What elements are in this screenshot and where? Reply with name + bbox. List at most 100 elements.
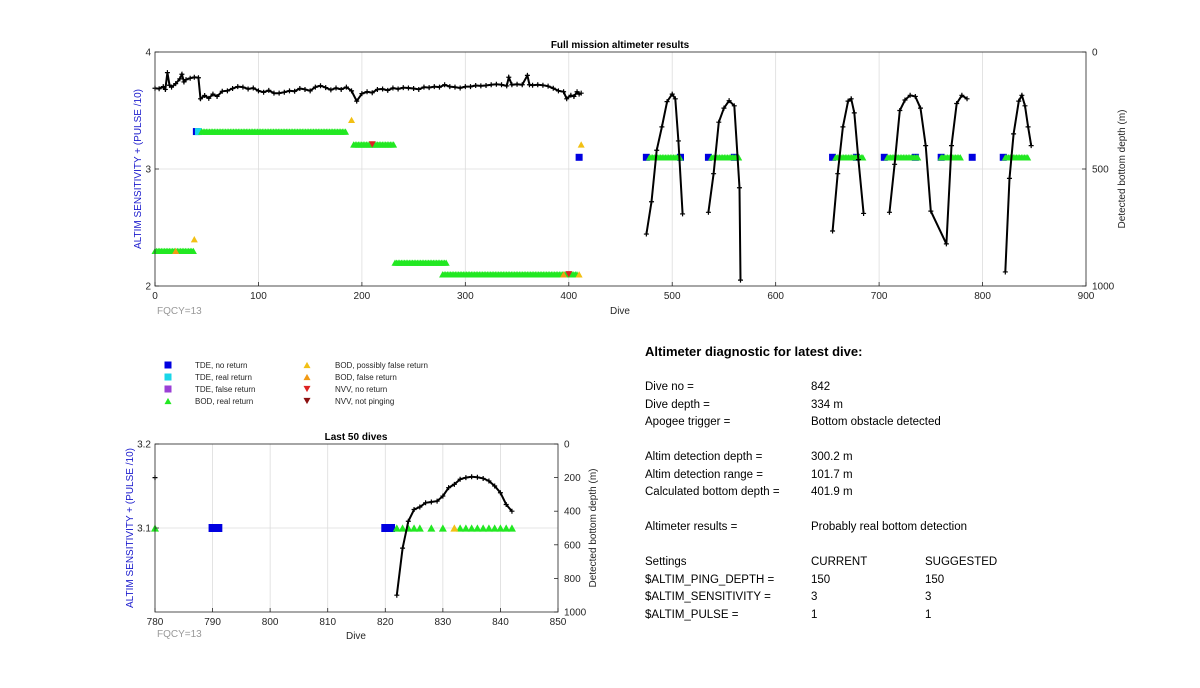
bottom-bottom-depth-line xyxy=(395,475,513,596)
altim-detection-depth-value: 300.2 m xyxy=(811,451,853,463)
top-bottom-depth-point xyxy=(364,89,370,95)
top-chart-xlabel: Dive xyxy=(610,306,630,317)
bottom-xtick-label: 820 xyxy=(377,617,394,628)
top-bod-possibly-false-return-marker xyxy=(190,236,198,243)
top-bottom-depth-point xyxy=(851,110,857,116)
legend-label: BOD, false return xyxy=(335,373,397,382)
top-bottom-depth-point xyxy=(907,92,913,98)
top-bottom-depth-point xyxy=(206,95,212,101)
spacer xyxy=(645,539,1165,557)
top-bottom-depth-point xyxy=(488,82,494,88)
top-bottom-depth-point xyxy=(892,161,898,167)
bottom-bod-real-return-marker xyxy=(479,524,488,532)
top-bottom-depth-point xyxy=(219,88,225,94)
sensitivity-row: $ALTIM_SENSITIVITY = 3 3 xyxy=(645,591,1165,609)
altim-detection-depth-row: Altim detection depth = 300.2 m xyxy=(645,451,1165,469)
top-bottom-depth-point xyxy=(535,82,541,88)
top-bottom-depth-point xyxy=(338,86,344,92)
top-chart-ylabel: ALTIM SENSITIVITY + (PULSE /10) xyxy=(133,89,144,249)
settings-label: Settings xyxy=(645,556,687,568)
top-bottom-depth-point xyxy=(224,88,230,94)
legend-label: TDE, false return xyxy=(195,385,255,394)
top-bottom-depth-point xyxy=(183,77,189,83)
bottom-bottom-depth-point xyxy=(428,499,434,505)
top-bottom-depth-point xyxy=(680,211,686,217)
top-bottom-depth-point xyxy=(509,82,515,88)
top-bottom-depth-line xyxy=(645,92,684,235)
legend-label: NVV, no return xyxy=(335,385,387,394)
bottom-bod-possibly-false-return-marker xyxy=(450,524,459,532)
top-bottom-depth-point xyxy=(307,88,313,94)
top-tde-no-return-marker xyxy=(575,153,583,161)
top-bottom-depth-point xyxy=(897,108,903,113)
top-bottom-depth-point xyxy=(737,277,743,283)
top-bottom-depth-point xyxy=(886,209,892,215)
ping-depth-current: 150 xyxy=(811,573,831,586)
top-bottom-depth-point xyxy=(643,231,649,237)
top-bottom-depth-point xyxy=(245,86,251,92)
ping-depth-label: $ALTIM_PING_DEPTH = xyxy=(645,573,775,586)
bottom-bottom-depth-point xyxy=(411,507,417,513)
dive-no-value: 842 xyxy=(811,381,831,393)
top-bottom-depth-point xyxy=(912,93,918,99)
top-bottom-depth-point xyxy=(555,88,561,94)
altim-detection-range-label: Altim detection range = xyxy=(645,468,763,481)
legend: TDE, no return TDE, real return TDE, false… xyxy=(164,361,428,406)
bottom-ytick-right-label: 800 xyxy=(564,574,581,585)
top-bod-false-return-marker xyxy=(172,247,180,255)
top-bottom-depth-point xyxy=(478,83,484,89)
top-chart-ticks: 0 100 200 300 400 500 600 700 800 900 2 3 4 0 500 1000 xyxy=(145,48,1114,303)
top-bottom-depth-point xyxy=(830,228,836,234)
top-bottom-depth-point xyxy=(468,84,474,90)
top-bottom-depth-point xyxy=(462,84,468,90)
top-xtick-label: 100 xyxy=(250,291,267,302)
top-bottom-depth-point xyxy=(540,82,546,88)
top-bottom-depth-point xyxy=(504,83,510,89)
top-bottom-depth-point xyxy=(286,88,292,94)
bottom-chart-xlabel: Dive xyxy=(346,631,366,642)
bottom-bod-real-return-marker xyxy=(467,524,476,532)
bottom-xtick-label: 850 xyxy=(550,617,567,628)
top-xtick-label: 900 xyxy=(1078,291,1095,302)
top-bottom-depth-point xyxy=(202,93,208,99)
bottom-bottom-depth-point xyxy=(497,490,503,496)
top-chart-title: Full mission altimeter results xyxy=(551,40,690,51)
top-bottom-depth-point xyxy=(1006,175,1012,181)
bottom-bottom-depth-point xyxy=(434,498,440,504)
top-bottom-depth-point xyxy=(281,89,287,95)
bottom-ytick-right-label: 1000 xyxy=(564,608,587,619)
top-bottom-depth-point xyxy=(943,241,949,247)
bottom-tde-no-return-marker xyxy=(208,524,217,532)
bottom-ytick-label: 3.1 xyxy=(137,524,151,535)
top-bottom-depth-point xyxy=(483,82,489,88)
bottom-bottom-depth-point xyxy=(509,508,515,514)
legend-label: TDE, no return xyxy=(195,361,247,370)
top-bottom-depth-point xyxy=(545,83,551,89)
bottom-bottom-depth-point xyxy=(469,474,475,480)
top-bottom-depth-point xyxy=(524,72,530,78)
top-bod-real-return-marker xyxy=(390,141,398,148)
calculated-bottom-depth-row: Calculated bottom depth = 401.9 m xyxy=(645,486,1165,504)
bottom-bottom-depth-point xyxy=(446,485,452,491)
top-xtick-label: 400 xyxy=(560,291,577,302)
top-chart-marks xyxy=(151,70,1034,283)
top-bottom-depth-point xyxy=(561,89,567,95)
bottom-bottom-depth-point xyxy=(440,493,446,499)
pulse-suggested: 1 xyxy=(925,608,932,621)
top-bottom-depth-point xyxy=(390,85,396,91)
top-bottom-depth-point xyxy=(578,90,584,96)
top-bottom-depth-point xyxy=(374,86,380,92)
top-bottom-depth-point xyxy=(654,147,660,153)
top-bottom-depth-line xyxy=(831,97,865,232)
top-bottom-depth-point xyxy=(473,82,479,88)
bottom-ytick-right-label: 200 xyxy=(564,473,581,484)
top-bod-false-return-marker xyxy=(560,271,568,278)
top-bottom-depth-point xyxy=(731,103,737,109)
bottom-bottom-depth-point xyxy=(405,518,411,524)
top-bottom-depth-point xyxy=(675,138,681,144)
bottom-xtick-label: 830 xyxy=(435,617,452,628)
current-header: CURRENT xyxy=(811,556,868,568)
altimeter-results-label: Altimeter results = xyxy=(645,521,738,533)
bottom-bod-real-return-marker xyxy=(427,524,436,532)
bottom-bod-real-return-marker xyxy=(461,524,470,532)
